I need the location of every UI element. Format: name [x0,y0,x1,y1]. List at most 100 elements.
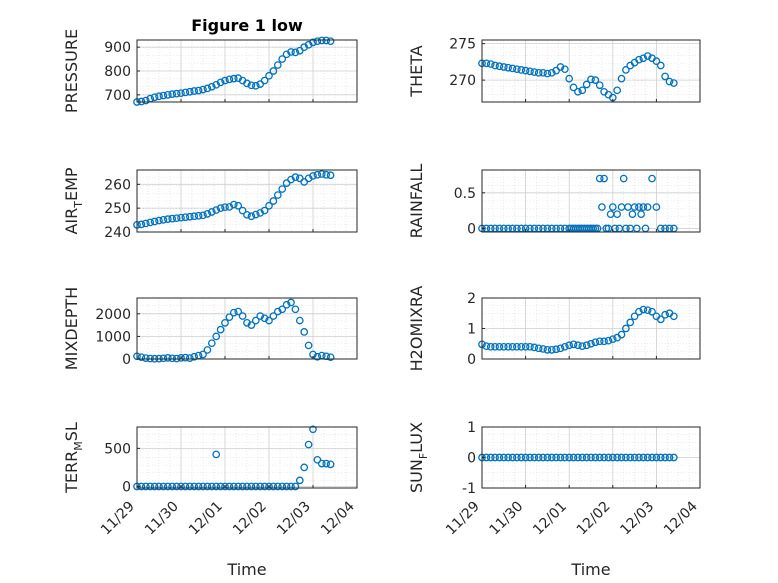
panel-7-data-point [150,482,159,491]
panel-1-y-tick-label: 800 [104,64,131,80]
panel-4-data-point [635,203,643,211]
panel-8-x-tick-label: 12/03 [617,499,657,539]
panel-2-data-point [543,69,552,78]
panel-7-data-point [273,482,282,491]
panel-7-data-point [168,482,177,491]
panel-1-data-point [190,87,199,95]
panel-5-data-point [216,325,225,334]
panel-5-y-tick-label: 1000 [95,329,131,345]
panel-4-data-point [648,174,656,183]
panel-7-x-axis-label: Time [226,560,266,579]
panel-3-data-point [260,206,269,215]
panel-4-y-axis-label: RAINFALL [407,164,426,239]
panel-7-axes-box [136,426,358,489]
panel-8-data-point [504,453,513,462]
panel-3-data-point [168,214,177,223]
panel-6-data-point [569,340,578,349]
panel-1-y-axis-label: PRESSURE [62,29,81,113]
panel-6-data-point [552,345,560,354]
panel-8-data-point [491,453,499,462]
panel-5-data-point [326,353,335,362]
panel-8-data-point [608,453,617,462]
panel-8-data-point [543,453,552,462]
panel-1-data-point [141,96,150,105]
panel-6-data-point [591,338,600,347]
panel-5-data-point [260,314,269,323]
panel-1-data-point [199,85,207,94]
panel-6-data-point [491,342,499,351]
panel-1-data-point [155,92,163,101]
panel-5-data-point [295,316,304,325]
panel-2-data-point [521,66,530,75]
panel-6-y-tick-label: 1 [467,322,476,338]
panel-5-data-point [141,354,150,362]
panel-4-data-point [598,203,606,211]
panel-2-data-point [499,63,508,71]
panel-6-data-point [547,345,556,354]
panel-5-y-tick-label: 2000 [95,307,131,323]
panel-2-y-axis-label: THETA [407,45,426,97]
panel-3-data-point [146,218,155,227]
panel-3-data-point [181,213,190,222]
panel-5-data-point [181,353,190,362]
panel-1-y-tick-label: 700 [104,88,131,104]
panel-7-data-point [221,482,229,491]
panel-5-data-point [221,318,229,327]
panel-4-data-point [613,210,622,219]
panel-8-y-axis-label-subscript: F [417,453,430,459]
panel-5-data-point [212,332,221,341]
panel-7-y-axis-label: TERRMSL [62,422,85,494]
panel-6-data-point [648,307,656,316]
panel-7-data-point [234,482,243,491]
panel-8-data-point [617,453,626,462]
panel-7-data-point [278,482,287,491]
panel-5-data-point [159,354,168,363]
panel-2-data-point [508,64,517,73]
panel-3-data-point [216,204,225,212]
panel-7-data-point [159,482,168,491]
panel-6-data-point [482,342,491,351]
panel-7-data-point [313,455,322,464]
panel-1-data-point [221,76,229,85]
panel-2-y-tick-label: 270 [449,73,476,89]
panel-7-data-point [326,460,335,469]
panel-8-y-axis-label: SUNFLUX [407,422,430,493]
panel-6-data-point [517,342,526,351]
panel-3-data-point [309,172,317,180]
panel-7-data-point [260,482,269,491]
panel-7-data-point [212,450,221,459]
panel-8-data-point [534,453,543,462]
panel-8-data-point [626,453,635,462]
panel-7-y-axis-label-tail: SL [62,422,81,441]
panel-5-data-point [247,321,256,329]
panel-4-data-point [643,203,652,211]
panel-7-data-point [251,482,260,491]
panel-7-data-point [265,482,273,491]
panel-7-data-point [207,482,216,491]
panel-2-data-point [504,63,513,72]
panel-8-data-point [565,453,574,462]
panel-7-data-point [199,482,207,491]
panel-2-data-point [539,68,547,77]
panel-8-data-point [648,453,656,462]
panel-5-data-point [199,350,207,359]
panel-5-data-point [265,316,273,325]
panel-6-data-point [639,305,648,314]
panel-1-data-point [229,74,238,83]
panel-8-data-point [526,453,534,462]
panel-8-data-point [639,453,648,462]
panel-3-data-point [150,217,159,226]
panel-7-data-point [229,482,238,491]
panel-2-data-point [665,77,674,86]
panel-3-data-point [322,170,331,179]
panel-8-data-point [495,453,504,462]
panel-2-y-tick-label: 275 [449,37,476,53]
panel-1-data-point [159,91,168,100]
panel-2-data-point [661,72,669,81]
panel-4-data-point [595,174,604,183]
panel-8-y-axis-label-tail: LUX [407,422,426,453]
panel-8-data-point [508,453,517,462]
panel-6-data-point [565,341,574,350]
panel-3-data-point [234,201,243,210]
panel-8-data-point [539,453,547,462]
